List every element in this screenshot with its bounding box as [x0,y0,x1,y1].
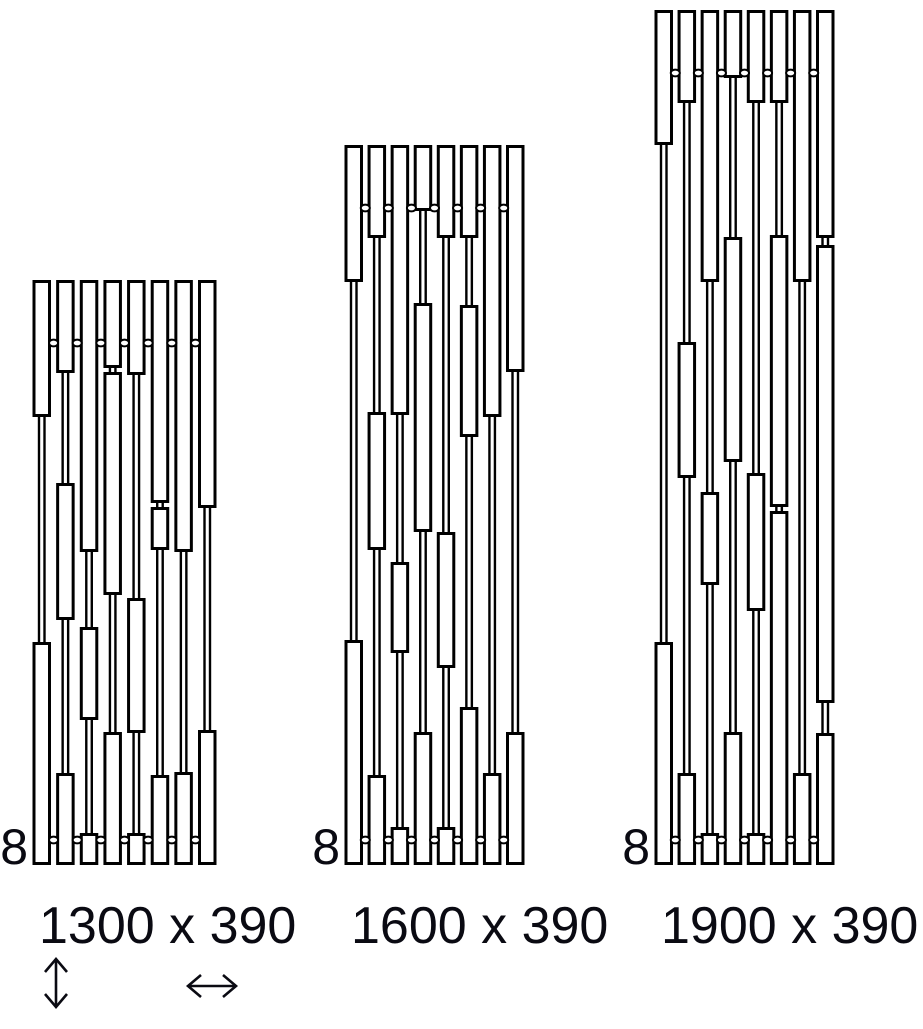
size-label: 1600 x 390 [351,897,609,955]
width-double-arrow-icon [185,972,239,1000]
tube-count-label: 8 [0,819,28,875]
radiator-drawing [32,280,217,865]
size-label: 1300 x 390 [39,897,297,955]
tube-count-label: 8 [622,819,650,875]
radiator-drawing [344,145,525,865]
size-label: 1900 x 390 [661,897,919,955]
height-double-arrow-icon [42,956,70,1010]
tube-count-label: 8 [312,819,340,875]
radiator-drawing [654,10,835,865]
